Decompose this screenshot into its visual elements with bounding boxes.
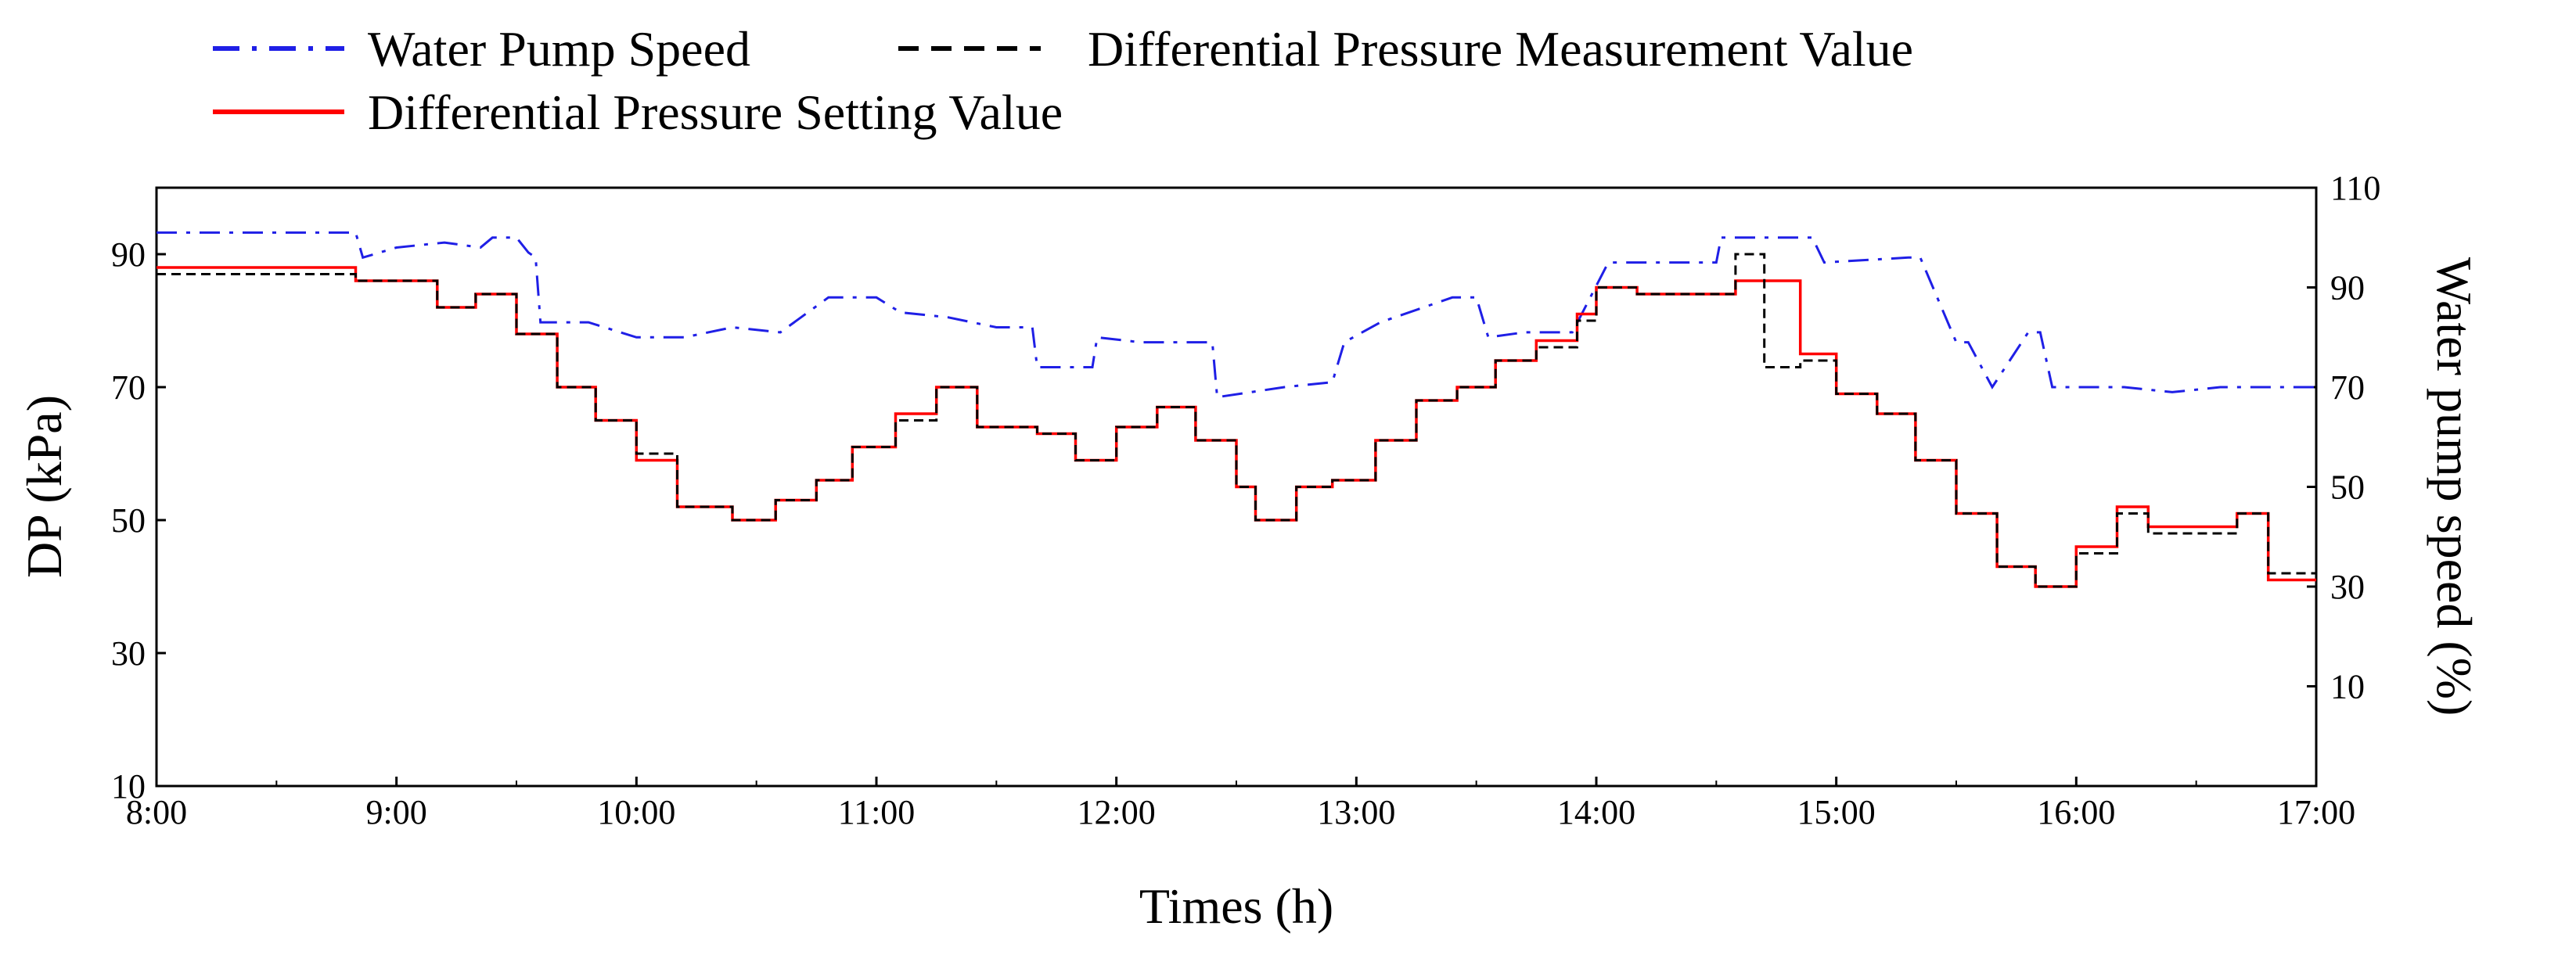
y-tick-label: 10 <box>111 767 146 806</box>
y-tick-label: 70 <box>111 368 146 407</box>
x-tick-label: 17:00 <box>2277 793 2355 831</box>
y-axis-left-ticks: 10 30 50 70 90 <box>111 235 166 806</box>
legend-entry-measured: Differential Pressure Measurement Value <box>898 21 1913 77</box>
legend-label-setting: Differential Pressure Setting Value <box>368 84 1063 140</box>
x-tick-label: 15:00 <box>1797 793 1876 831</box>
y-right-tick-label: 50 <box>2330 468 2365 507</box>
x-tick-label: 16:00 <box>2037 793 2115 831</box>
y-right-tick-label: 90 <box>2330 269 2365 307</box>
series-line-water-pump-speed <box>157 231 2316 399</box>
y-tick-label: 50 <box>111 501 146 540</box>
legend: Water Pump Speed Differential Pressure M… <box>213 21 1913 140</box>
y-axis-left-title: DP (kPa) <box>16 395 72 578</box>
legend-label-pump: Water Pump Speed <box>368 21 750 77</box>
legend-entry-setting: Differential Pressure Setting Value <box>213 84 1063 140</box>
series-line-dp-setting-value <box>157 266 2316 588</box>
x-tick-label: 11:00 <box>838 793 916 831</box>
x-tick-label: 9:00 <box>366 793 427 831</box>
y-right-tick-label: 30 <box>2330 568 2365 606</box>
x-tick-label: 12:00 <box>1078 793 1156 831</box>
y-tick-label: 90 <box>111 235 146 274</box>
y-axis-right-title: Water pump speed (%) <box>2427 257 2482 716</box>
y-right-tick-label: 10 <box>2330 668 2365 706</box>
x-tick-label: 8:00 <box>126 793 187 831</box>
y-tick-label: 30 <box>111 634 146 673</box>
x-tick-label: 14:00 <box>1557 793 1635 831</box>
y-right-tick-label: 110 <box>2330 169 2380 207</box>
x-tick-label: 10:00 <box>597 793 675 831</box>
legend-label-measured: Differential Pressure Measurement Value <box>1088 21 1913 77</box>
legend-entry-pump: Water Pump Speed <box>213 21 750 77</box>
y-right-tick-label: 70 <box>2330 368 2365 407</box>
x-tick-label: 13:00 <box>1317 793 1395 831</box>
x-axis-title: Times (h) <box>1139 878 1333 934</box>
x-axis-ticks: 8:00 9:00 10:00 11:00 12:00 13:00 14:00 15:00 16… <box>126 777 2355 831</box>
series-line-dp-measurement-value <box>157 253 2316 588</box>
y-axis-right-ticks: 10 30 50 70 90 110 <box>2307 169 2380 706</box>
